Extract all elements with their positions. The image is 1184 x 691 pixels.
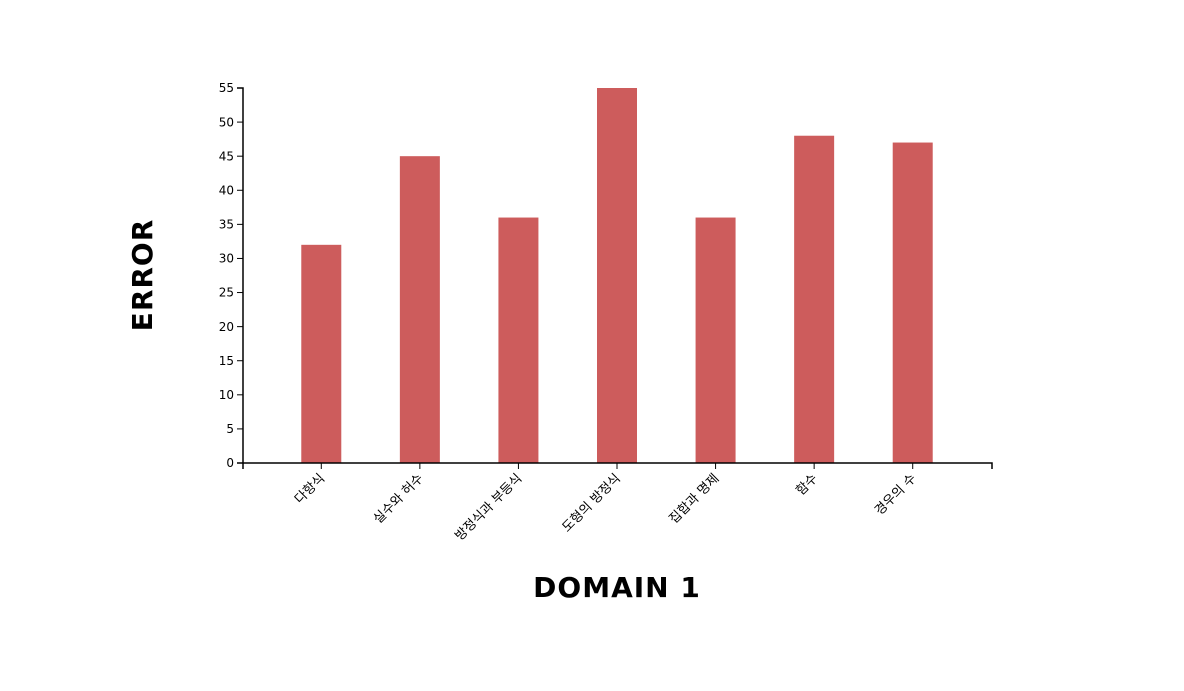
x-axis: 다항식 실수와 허수 방정식과 부등식 도형의 방정식 집합과 명제 함수 경우의 수 — [242, 462, 993, 544]
y-tick-label-0: 0 — [226, 456, 234, 470]
bar-4 — [597, 88, 637, 463]
y-axis-line — [237, 87, 244, 464]
y-tick-label-30: 30 — [219, 252, 234, 266]
y-tick-label-55: 55 — [219, 81, 234, 95]
bar-5 — [695, 217, 736, 463]
x-tick-label-3: 방정식과 부등식 — [453, 471, 526, 544]
x-tick-label-6: 함수 — [793, 471, 821, 499]
y-tick-label-40: 40 — [219, 183, 234, 197]
x-tick-label-5: 집합과 명제 — [667, 471, 723, 527]
bar-2 — [399, 156, 440, 463]
y-tick-label-25: 25 — [219, 286, 234, 300]
bar-7 — [892, 142, 933, 463]
bar-6 — [794, 135, 835, 463]
y-tick-label-20: 20 — [219, 320, 234, 334]
x-tick-label-7: 경우의 수 — [872, 471, 919, 518]
y-axis: 0 5 10 15 20 25 30 35 40 45 50 55 — [219, 81, 244, 470]
x-tick-label-2: 실수와 허수 — [371, 471, 427, 527]
y-tick-label-35: 35 — [219, 218, 234, 232]
x-tick-label-1: 다항식 — [292, 471, 328, 507]
y-tick-label-50: 50 — [219, 115, 234, 129]
bars-group — [301, 88, 933, 463]
y-tick-label-5: 5 — [226, 422, 234, 436]
y-axis-title: ERROR — [126, 219, 159, 332]
x-axis-title: DOMAIN 1 — [533, 571, 701, 604]
y-tick-label-15: 15 — [219, 354, 234, 368]
y-tick-label-45: 45 — [219, 149, 234, 163]
x-tick-label-4: 도형의 방정식 — [560, 471, 624, 535]
bar-1 — [301, 244, 342, 463]
y-tick-label-10: 10 — [219, 388, 234, 402]
bar-3 — [498, 217, 539, 463]
